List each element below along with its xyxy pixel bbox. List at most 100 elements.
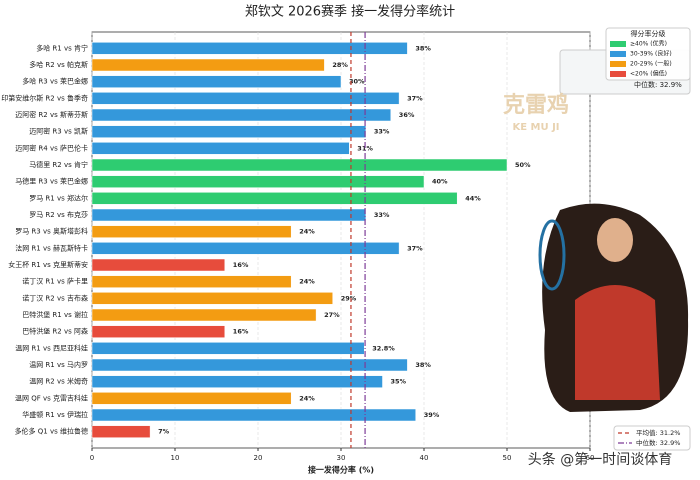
x-tick-label: 40 bbox=[420, 454, 429, 462]
y-tick-label: 马德里 R3 vs 莱巴金娜 bbox=[15, 177, 88, 186]
x-tick-label: 30 bbox=[337, 454, 346, 462]
bar bbox=[91, 58, 325, 72]
value-label: 35% bbox=[391, 378, 407, 386]
bar bbox=[91, 175, 425, 188]
y-tick-label: 巴特洪堡 R1 vs 谢拉 bbox=[22, 310, 88, 319]
value-label: 39% bbox=[424, 411, 440, 419]
bar bbox=[91, 358, 408, 372]
value-label: 27% bbox=[324, 311, 340, 319]
value-label: 31% bbox=[357, 144, 373, 152]
value-label: 40% bbox=[432, 178, 448, 186]
y-tick-label: 诺丁汉 R1 vs 萨卡里 bbox=[22, 277, 88, 286]
x-tick-label: 50 bbox=[503, 454, 512, 462]
watermark-brand: 克雷鸡 bbox=[503, 92, 569, 118]
bar bbox=[91, 225, 292, 238]
value-label: 32.8% bbox=[372, 344, 395, 352]
bar bbox=[91, 392, 292, 405]
legend-title: 得分率分级 bbox=[631, 29, 666, 38]
y-tick-label: 诺丁汉 R2 vs 吉布森 bbox=[22, 293, 88, 302]
y-tick-label: 印第安维尔斯 R2 vs 鲁季奇 bbox=[1, 93, 88, 102]
bar bbox=[91, 242, 400, 255]
y-tick-label: 温网 R1 vs 马内罗 bbox=[29, 360, 88, 369]
x-tick-label: 0 bbox=[90, 454, 94, 462]
y-tick-label: 迈阿密 R4 vs 萨巴伦卡 bbox=[15, 143, 88, 152]
value-label: 30% bbox=[349, 78, 365, 86]
value-label: 24% bbox=[299, 278, 315, 286]
value-label: 36% bbox=[399, 111, 415, 119]
x-tick-label: 20 bbox=[254, 454, 263, 462]
bar bbox=[91, 292, 333, 305]
bar bbox=[91, 42, 408, 55]
value-label: 7% bbox=[158, 428, 170, 436]
watermark-latin: KE MU JI bbox=[512, 122, 559, 133]
x-tick-label: 10 bbox=[171, 454, 180, 462]
y-tick-label: 女王杯 R1 vs 克里斯蒂安 bbox=[8, 260, 88, 269]
value-label: 29% bbox=[341, 294, 357, 302]
legend-swatch bbox=[610, 71, 626, 77]
y-tick-label: 多伦多 Q1 vs 维拉鲁德 bbox=[15, 427, 88, 436]
legend-label: 30-39% (良好) bbox=[630, 50, 672, 58]
legend-label: <20% (偏低) bbox=[630, 70, 667, 78]
y-tick-label: 多哈 R2 vs 帕克斯 bbox=[29, 60, 88, 69]
bar bbox=[91, 92, 400, 105]
value-label: 16% bbox=[233, 261, 249, 269]
y-tick-label: 迈阿密 R3 vs 凯斯 bbox=[29, 127, 88, 136]
player-photo bbox=[538, 203, 689, 412]
ref-legend-label: 中位数: 32.9% bbox=[636, 438, 680, 447]
chart-title: 郑钦文 2026赛季 接一发得分率统计 bbox=[245, 4, 455, 20]
bar bbox=[91, 425, 151, 438]
value-label: 24% bbox=[299, 394, 315, 402]
value-label: 44% bbox=[465, 194, 481, 202]
y-tick-label: 温网 QF vs 克雷吉科娃 bbox=[15, 393, 88, 402]
y-tick-label: 法网 R1 vs 赫瓦斯特卡 bbox=[15, 243, 88, 252]
value-label: 38% bbox=[415, 44, 431, 52]
y-tick-label: 罗马 R3 vs 奥斯塔彭科 bbox=[15, 227, 88, 236]
value-label: 37% bbox=[407, 244, 423, 252]
legend-swatch bbox=[610, 51, 626, 57]
y-tick-label: 华盛顿 R1 vs 伊瑞拉 bbox=[22, 410, 88, 419]
ref-legend-box bbox=[613, 425, 691, 451]
y-tick-label: 温网 R2 vs 米姆奇 bbox=[29, 377, 88, 386]
bar bbox=[91, 275, 292, 288]
value-label: 33% bbox=[374, 128, 390, 136]
x-axis-label: 接一发得分率 (%) bbox=[308, 465, 374, 475]
y-tick-label: 罗马 R2 vs 布克莎 bbox=[29, 210, 88, 219]
value-label: 16% bbox=[233, 328, 249, 336]
legend-swatch bbox=[610, 61, 626, 67]
x-tick-label: 60 bbox=[586, 454, 595, 462]
value-label: 28% bbox=[332, 61, 348, 69]
y-tick-label: 巴特洪堡 R2 vs 阿森 bbox=[22, 327, 88, 336]
bar bbox=[91, 158, 508, 172]
bar bbox=[91, 258, 226, 272]
bar bbox=[91, 308, 317, 322]
value-label: 37% bbox=[407, 94, 423, 102]
watermark-source: 头条 @第一时间谈体育 bbox=[528, 451, 672, 468]
bar bbox=[91, 142, 350, 155]
value-label: 24% bbox=[299, 228, 315, 236]
y-tick-label: 多哈 R3 vs 莱巴金娜 bbox=[22, 77, 88, 86]
bar bbox=[91, 108, 392, 122]
y-tick-label: 罗马 R1 vs 郑达尔 bbox=[29, 193, 88, 202]
legend-swatch bbox=[610, 41, 626, 47]
value-label: 38% bbox=[415, 361, 431, 369]
legend-box bbox=[605, 27, 691, 81]
bar bbox=[91, 125, 367, 138]
bar bbox=[91, 325, 226, 338]
y-tick-label: 多哈 R1 vs 肯宁 bbox=[36, 43, 88, 52]
bar bbox=[91, 342, 365, 355]
legend-label: ≥40% (优秀) bbox=[630, 40, 667, 48]
y-tick-label: 马德里 R2 vs 肯宁 bbox=[29, 160, 88, 169]
stats-text: 中位数: 32.9% bbox=[634, 80, 682, 89]
bar bbox=[91, 192, 458, 205]
bar bbox=[91, 375, 383, 388]
bar bbox=[91, 75, 342, 88]
y-tick-label: 迈阿密 R2 vs 斯蒂芬斯 bbox=[15, 110, 88, 119]
y-tick-label: 温网 R1 vs 西尼亚科娃 bbox=[15, 343, 88, 352]
legend-label: 20-29% (一般) bbox=[630, 60, 672, 68]
bar bbox=[91, 408, 416, 422]
ref-legend-label: 平均值: 31.2% bbox=[636, 428, 680, 437]
value-label: 33% bbox=[374, 211, 390, 219]
bar bbox=[91, 208, 367, 222]
value-label: 50% bbox=[515, 161, 531, 169]
